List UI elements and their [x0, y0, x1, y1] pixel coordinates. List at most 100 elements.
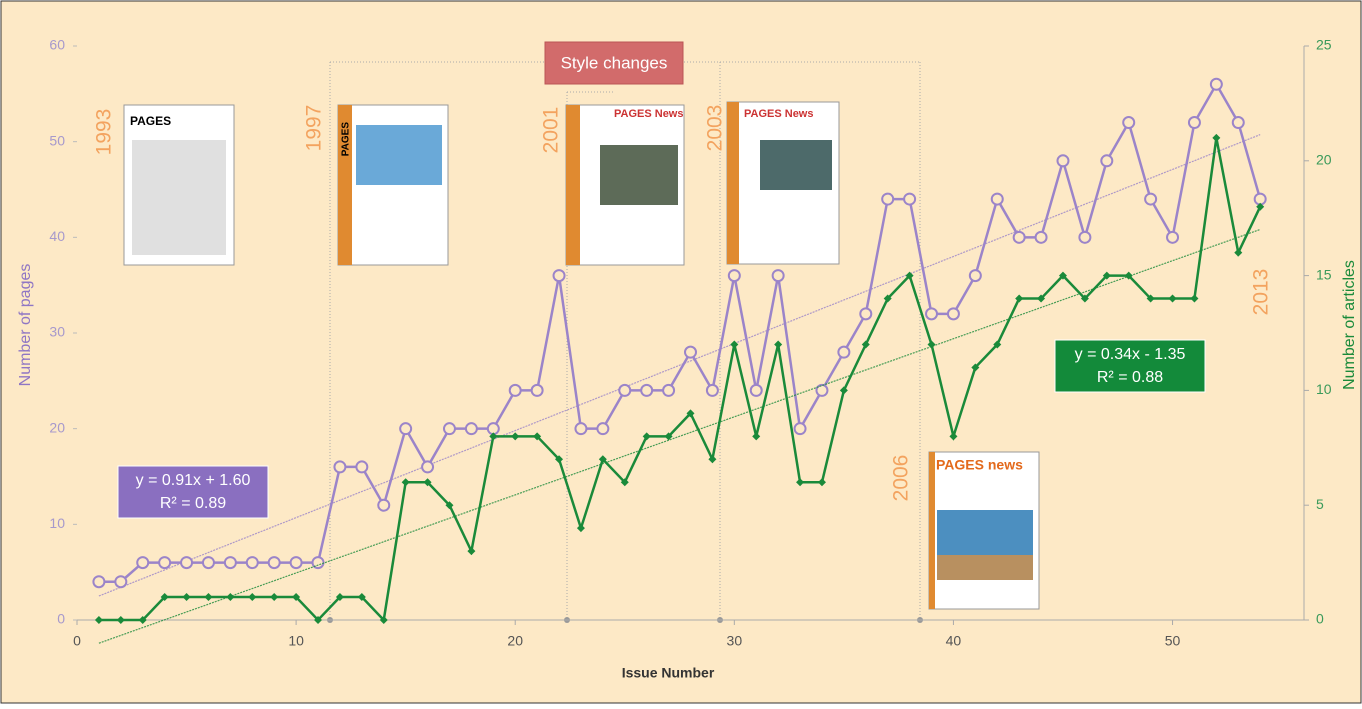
marker: [749, 383, 763, 397]
marker: [1168, 294, 1177, 303]
y-tick-label: 20: [49, 419, 65, 435]
equation: y = 0.91x + 1.60: [136, 472, 251, 489]
r-squared: R² = 0.89: [160, 495, 226, 512]
marker: [555, 455, 564, 464]
marker: [423, 478, 432, 487]
marker: [1080, 294, 1089, 303]
marker: [201, 556, 215, 570]
marker: [1034, 230, 1048, 244]
marker: [270, 593, 279, 602]
marker: [357, 593, 366, 602]
marker: [927, 340, 936, 349]
marker: [379, 616, 388, 624]
cover-title: PAGES: [130, 114, 171, 128]
trend-line: [98, 134, 1261, 597]
marker: [925, 307, 939, 321]
marker: [377, 498, 391, 512]
marker: [640, 383, 654, 397]
marker: [467, 547, 476, 556]
marker: [946, 307, 960, 321]
marker: [574, 422, 588, 436]
x-tick-label: 0: [73, 633, 81, 649]
marker: [949, 432, 958, 441]
marker: [1146, 294, 1155, 303]
marker: [1037, 294, 1046, 303]
marker: [160, 593, 169, 602]
equation-box: [117, 465, 269, 519]
cover-title: PAGES news: [936, 457, 1023, 473]
y2-tick-label: 20: [1316, 152, 1332, 168]
x-tick-label: 30: [727, 633, 743, 649]
y-tick-label: 40: [49, 228, 65, 244]
marker: [245, 556, 259, 570]
x-tick-label: 40: [946, 633, 962, 649]
marker: [1166, 230, 1180, 244]
marker: [182, 593, 191, 602]
marker: [883, 294, 892, 303]
marker: [333, 460, 347, 474]
marker: [1100, 154, 1114, 168]
marker: [859, 307, 873, 321]
covers: [123, 101, 1040, 610]
x-tick-label: 50: [1165, 633, 1181, 649]
marker: [335, 593, 344, 602]
marker: [993, 340, 1002, 349]
marker: [445, 501, 454, 510]
marker: [752, 432, 761, 441]
marker: [905, 271, 914, 280]
marker: [968, 269, 982, 283]
marker: [598, 455, 607, 464]
marker: [837, 345, 851, 359]
marker: [664, 432, 673, 441]
marker: [401, 478, 410, 487]
marker: [226, 593, 235, 602]
marker: [774, 340, 783, 349]
marker: [267, 556, 281, 570]
marker: [1122, 116, 1136, 130]
equation-box: [1054, 339, 1206, 393]
marker: [730, 340, 739, 349]
y2-tick-label: 5: [1316, 496, 1324, 512]
marker: [620, 478, 629, 487]
marker: [248, 593, 257, 602]
marker: [1209, 77, 1223, 91]
y-tick-label: 60: [49, 37, 65, 53]
x-tick-label: 10: [288, 633, 304, 649]
marker: [1056, 154, 1070, 168]
marker: [289, 556, 303, 570]
marker: [292, 593, 301, 602]
y-tick-label: 10: [49, 515, 65, 531]
y2-tick-label: 0: [1316, 611, 1324, 627]
marker: [576, 524, 585, 533]
y2-tick-label: 10: [1316, 381, 1332, 397]
y-tick-label: 30: [49, 324, 65, 340]
marker: [596, 422, 610, 436]
marker: [530, 383, 544, 397]
year-label: 2003: [704, 105, 727, 152]
marker: [94, 616, 103, 624]
x-tick-label: 20: [507, 633, 523, 649]
marker: [204, 593, 213, 602]
marker: [686, 409, 695, 418]
y-tick-label: 0: [57, 611, 65, 627]
marker: [839, 386, 848, 395]
marker: [180, 556, 194, 570]
marker: [464, 422, 478, 436]
y-tick-label: 50: [49, 132, 65, 148]
y-axis-title: Number of pages: [17, 264, 34, 387]
cover-title: PAGES News: [614, 108, 684, 120]
marker: [1190, 294, 1199, 303]
marker: [511, 432, 520, 441]
y2-tick-label: 25: [1316, 37, 1332, 53]
marker: [990, 192, 1004, 206]
y2-axis-title: Number of articles: [1341, 260, 1358, 390]
marker: [1231, 116, 1245, 130]
marker: [881, 192, 895, 206]
cover-title: PAGES News: [744, 108, 814, 120]
marker: [1058, 271, 1067, 280]
marker: [684, 345, 697, 359]
marker: [552, 269, 566, 283]
marker: [662, 383, 676, 397]
marker: [727, 269, 741, 283]
